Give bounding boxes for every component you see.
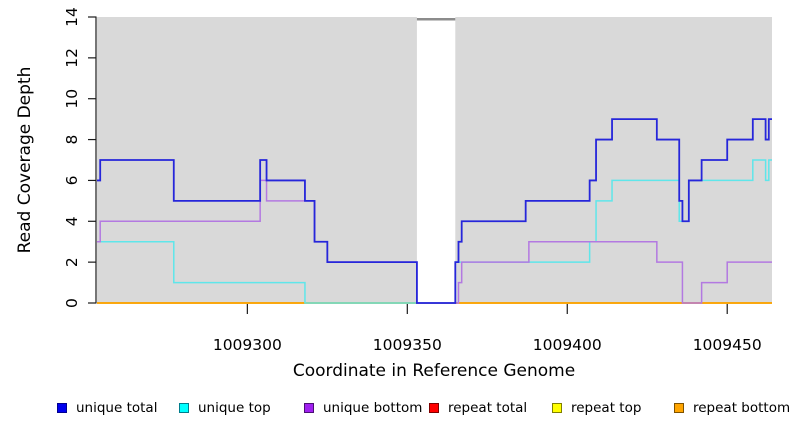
legend-swatch-unique-bottom (304, 403, 314, 413)
x-tick-label: 1009350 (373, 336, 442, 354)
series-unique-top (97, 159, 772, 304)
legend-item-repeat-top: repeat top (552, 400, 641, 416)
legend-swatch-repeat-top (552, 403, 562, 413)
coverage-gap-cap (416, 18, 456, 21)
y-tick-label: 14 (63, 7, 81, 27)
y-axis-title: Read Coverage Depth (15, 67, 35, 254)
y-tick-label: 8 (63, 135, 81, 145)
legend-swatch-unique-total (57, 403, 67, 413)
y-tick-label: 10 (63, 89, 81, 109)
coverage-gap-band (416, 17, 456, 303)
legend-label-unique-top: unique top (198, 400, 271, 416)
legend-item-unique-total: unique total (57, 400, 157, 416)
x-axis-title: Coordinate in Reference Genome (293, 361, 575, 381)
y-tick-label: 2 (63, 257, 81, 267)
legend-item-repeat-bottom: repeat bottom (674, 400, 790, 416)
y-tick-label: 6 (63, 175, 81, 185)
legend-item-unique-top: unique top (179, 400, 271, 416)
x-tick-label: 1009400 (533, 336, 602, 354)
y-tick-label: 12 (63, 48, 81, 68)
legend-item-repeat-total: repeat total (429, 400, 527, 416)
legend-label-repeat-top: repeat top (571, 400, 642, 416)
legend-item-unique-bottom: unique bottom (304, 400, 422, 416)
legend-swatch-repeat-total (429, 403, 439, 413)
legend-swatch-repeat-bottom (674, 403, 684, 413)
legend-label-unique-bottom: unique bottom (323, 400, 423, 416)
x-tick-label: 1009300 (213, 336, 282, 354)
x-tick-label: 1009450 (693, 336, 762, 354)
legend-label-repeat-bottom: repeat bottom (693, 400, 791, 416)
plot-area: 0 2 4 6 8 10 12 14 1009300 1009350 1009400 1009450 (63, 7, 772, 354)
legend-label-repeat-total: repeat total (448, 400, 528, 416)
y-tick-label: 0 (63, 298, 81, 308)
chart-legend: unique total unique top unique bottom repea… (0, 400, 792, 418)
series-unique-bottom (97, 179, 772, 304)
legend-swatch-unique-top (179, 403, 189, 413)
y-tick-label: 4 (63, 216, 81, 226)
legend-label-unique-total: unique total (76, 400, 158, 416)
series-unique-total (97, 118, 772, 304)
